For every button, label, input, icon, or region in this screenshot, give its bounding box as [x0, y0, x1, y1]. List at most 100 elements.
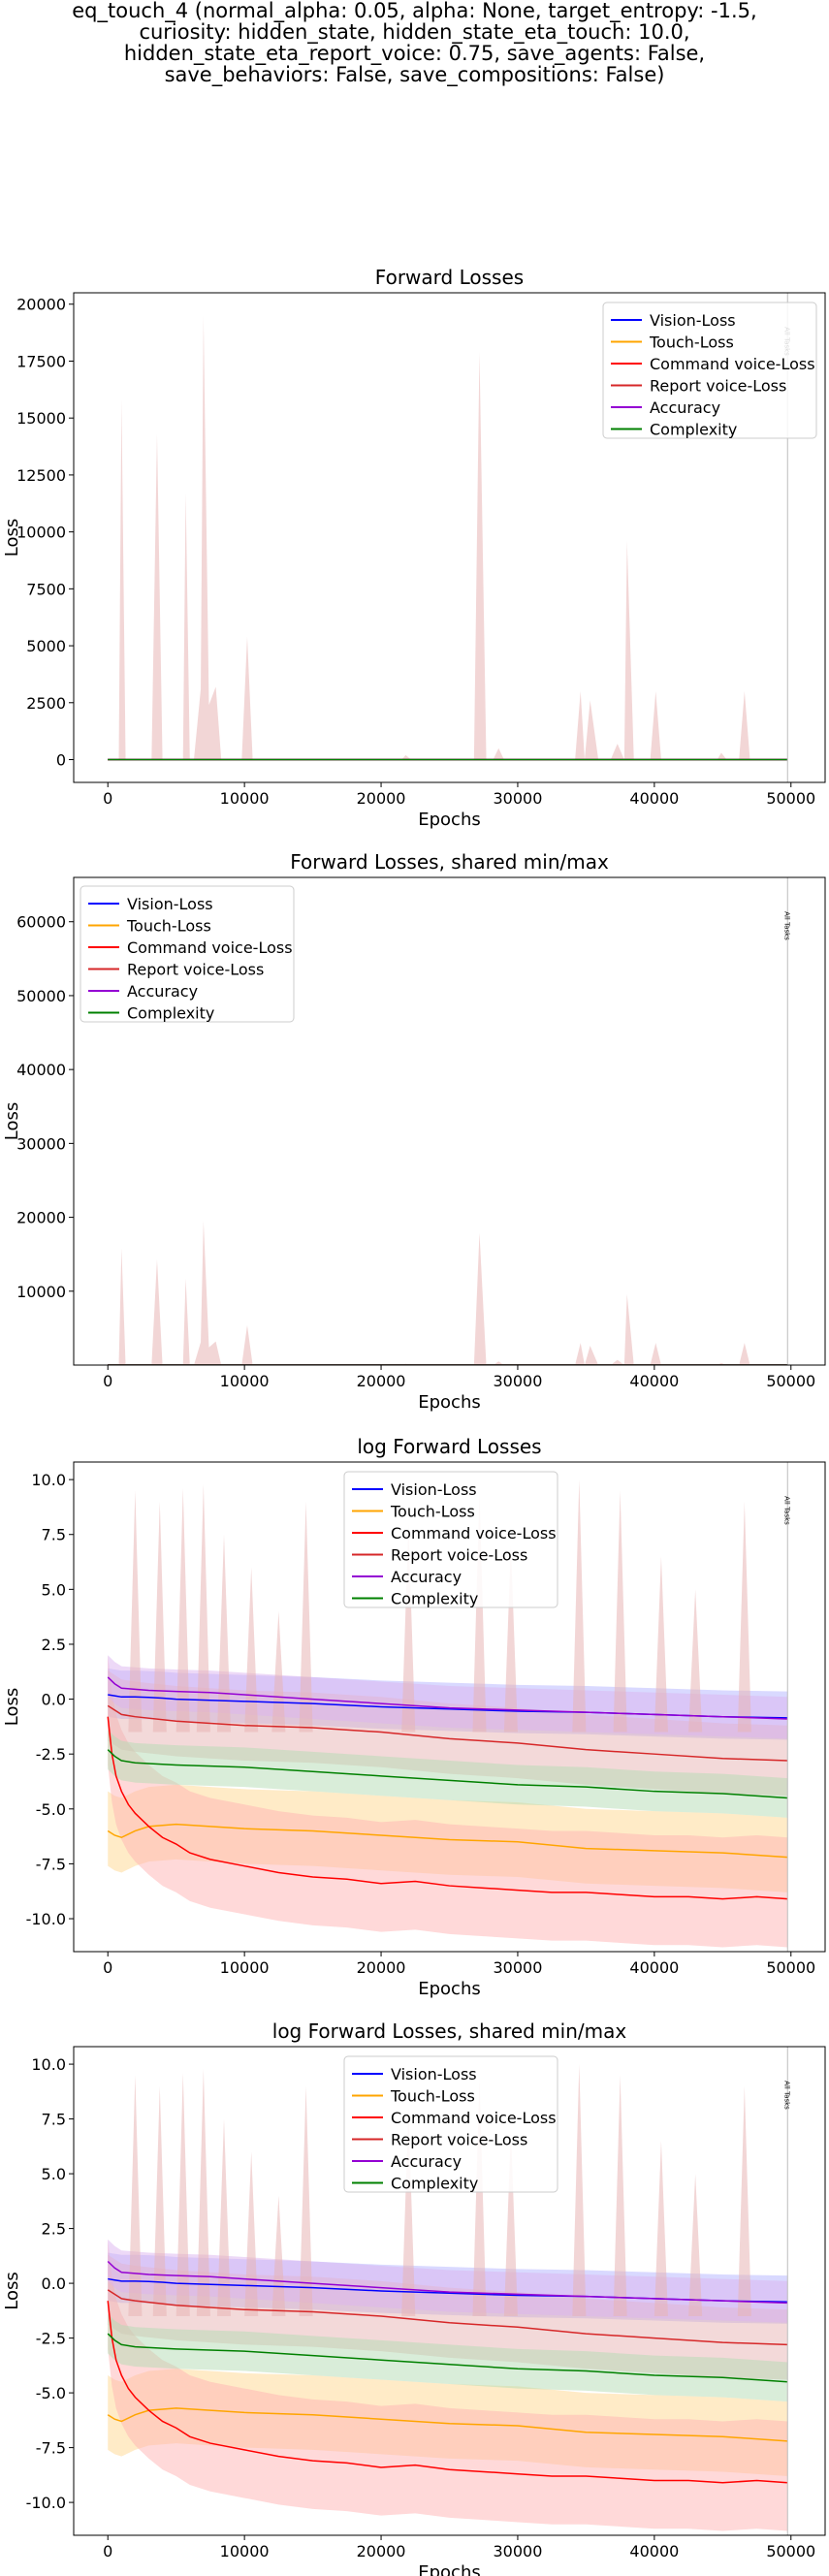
- x-tick-label: 30000: [494, 1372, 543, 1390]
- error-spike: [196, 2068, 210, 2316]
- y-tick-label: -5.0: [36, 2384, 66, 2402]
- x-axis-label: Epochs: [418, 2562, 481, 2576]
- figure-title-line: save_behaviors: False, save_compositions…: [164, 63, 665, 86]
- y-tick-label: 5.0: [42, 1580, 66, 1599]
- y-tick-label: 7.5: [42, 2111, 66, 2129]
- y-tick-label: 50000: [16, 987, 66, 1005]
- plot-area: [108, 1221, 788, 1365]
- x-tick-label: 20000: [357, 2542, 406, 2560]
- legend-label: Command voice-Loss: [650, 355, 815, 373]
- y-axis-label: Loss: [2, 519, 22, 557]
- y-tick-label: 12500: [16, 466, 66, 485]
- y-tick-label: 10000: [16, 1283, 66, 1301]
- y-tick-label: 7.5: [42, 1526, 66, 1544]
- plot-frame: [73, 876, 826, 1366]
- y-tick-label: 20000: [16, 296, 66, 314]
- y-tick-label: 40000: [16, 1061, 66, 1079]
- y-tick-label: 15000: [16, 409, 66, 428]
- y-tick-label: -2.5: [36, 1745, 66, 1764]
- legend-label: Command voice-Loss: [127, 938, 293, 957]
- legend: Vision-Loss Touch-Loss Command voice-Loss R…: [80, 885, 295, 1023]
- error-spike: [572, 1479, 587, 1733]
- x-tick-label: 50000: [766, 2542, 815, 2560]
- x-tick-label: 0: [103, 1372, 112, 1390]
- error-spike: [688, 2174, 703, 2316]
- error-spike: [175, 2073, 190, 2316]
- task-marker-label: All Tasks: [782, 1496, 790, 1525]
- y-tick-label: -2.5: [36, 2330, 66, 2348]
- error-spike: [737, 2085, 751, 2316]
- chart-title: Forward Losses: [375, 266, 524, 289]
- error-spike: [613, 1490, 627, 1733]
- series-line: [107, 2260, 788, 2305]
- x-tick-label: 50000: [766, 1372, 815, 1390]
- x-tick-label: 0: [103, 789, 112, 808]
- error-spike: [216, 1534, 232, 1733]
- y-tick-label: -5.0: [36, 1800, 66, 1819]
- y-tick-label: 2500: [26, 694, 66, 713]
- chart-panel-2: Forward Losses, shared min/max All Tasks 0…: [2, 850, 826, 1413]
- x-tick-label: 0: [103, 2542, 112, 2560]
- x-axis-label: Epochs: [418, 1979, 481, 1999]
- task-marker-label: All Tasks: [782, 911, 790, 940]
- legend-label: Vision-Loss: [650, 311, 736, 330]
- series-line: [107, 2333, 788, 2383]
- series-line: [107, 1704, 788, 1762]
- error-spike: [196, 1483, 210, 1733]
- y-tick-label: 10000: [16, 524, 66, 542]
- legend-label: Touch-Loss: [126, 917, 211, 936]
- legend-box: [602, 302, 817, 439]
- x-tick-label: 40000: [629, 1958, 679, 1977]
- error-spike: [244, 2151, 259, 2316]
- legend-box: [343, 1471, 558, 1608]
- y-tick-label: 5.0: [42, 2165, 66, 2183]
- y-tick-label: 17500: [16, 352, 66, 370]
- y-tick-label: 10.0: [31, 2055, 66, 2074]
- legend-label: Complexity: [650, 421, 737, 439]
- error-spike: [654, 2141, 668, 2316]
- legend-label: Accuracy: [650, 398, 720, 417]
- error-spike: [737, 1501, 751, 1733]
- legend-label: Touch-Loss: [390, 2087, 475, 2106]
- error-spike: [401, 2108, 416, 2316]
- series-band: [108, 2313, 788, 2402]
- legend-label: Complexity: [391, 1590, 478, 1608]
- series-line: [107, 1676, 788, 1720]
- x-tick-label: 10000: [220, 789, 270, 808]
- y-axis-label: Loss: [2, 1688, 22, 1726]
- legend-label: Accuracy: [391, 2152, 462, 2171]
- error-spike: [128, 2075, 143, 2316]
- legend-label: Command voice-Loss: [391, 2109, 557, 2127]
- x-axis-label: Epochs: [418, 810, 481, 830]
- y-tick-label: 30000: [16, 1134, 66, 1153]
- error-spike: [271, 1610, 286, 1733]
- figure-title-line: hidden_state_eta_report_voice: 0.75, sav…: [123, 42, 706, 65]
- plot-area: [107, 1479, 788, 1948]
- x-tick-label: 50000: [766, 1958, 815, 1977]
- legend-label: Touch-Loss: [390, 1503, 475, 1521]
- chart-title: Forward Losses, shared min/max: [290, 850, 609, 874]
- error-spike: [152, 1501, 167, 1733]
- y-tick-label: 10.0: [31, 1471, 66, 1489]
- legend-label: Report voice-Loss: [391, 2131, 527, 2149]
- figure-title: eq_touch_4 (normal_alpha: 0.05, alpha: N…: [0, 0, 829, 85]
- series-line: [107, 1716, 788, 1900]
- y-tick-label: 0.0: [42, 1691, 66, 1709]
- plot-area: [107, 2064, 788, 2531]
- error-spike: [472, 2077, 487, 2316]
- y-tick-label: -10.0: [26, 2494, 66, 2512]
- y-tick-label: 7500: [26, 580, 66, 598]
- x-tick-label: 10000: [220, 1372, 270, 1390]
- series-line: [107, 2301, 788, 2484]
- x-tick-label: 40000: [629, 2542, 679, 2560]
- legend-label: Command voice-Loss: [391, 1524, 557, 1542]
- error-spike: [152, 2085, 167, 2316]
- y-tick-label: 60000: [16, 913, 66, 932]
- error-spike: [503, 2129, 518, 2316]
- legend-label: Report voice-Loss: [391, 1546, 527, 1565]
- series-line: [107, 2407, 788, 2442]
- x-tick-label: 50000: [766, 789, 815, 808]
- figure-title-line: eq_touch_4 (normal_alpha: 0.05, alpha: N…: [72, 0, 757, 22]
- error-spike: [244, 1567, 259, 1733]
